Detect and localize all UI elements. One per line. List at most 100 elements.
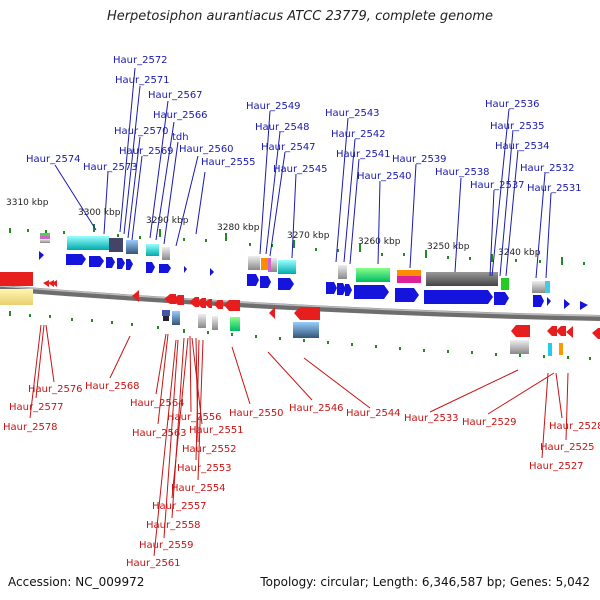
gene-arrow: [189, 297, 199, 307]
gene-arrow: [224, 300, 240, 311]
gene-arrow: [345, 284, 352, 296]
gene-arrow: [184, 266, 187, 273]
gene-label: Haur_2542: [331, 129, 386, 140]
genome-backbone-highlight: [0, 285, 600, 317]
gene-arrow: [117, 258, 125, 269]
kbp-tick-label: 3310 kbp: [6, 198, 49, 208]
top-leader-lines: [54, 67, 552, 279]
gene-label: Haur_2578: [3, 422, 58, 433]
bottom-leader-lines: [29, 324, 569, 557]
gene-arrow: [556, 326, 566, 336]
gene-arrow: [89, 256, 104, 267]
gene-label: Haur_2541: [336, 149, 391, 160]
gene-label: Haur_2561: [126, 558, 181, 569]
gene-arrow: [566, 326, 573, 338]
gene-arrow: [43, 280, 49, 287]
kbp-tick-label: 3260 kbp: [358, 237, 401, 247]
upper-tick-ring: [9, 224, 585, 265]
gene-label: Haur_2559: [139, 540, 194, 551]
gene-label: Haur_2557: [152, 501, 207, 512]
gene-label: tdh: [172, 132, 189, 143]
gene-label: Haur_2539: [392, 154, 447, 165]
gene-arrow: [494, 292, 509, 305]
gene-label: Haur_2571: [115, 75, 170, 86]
gene-label: Haur_2550: [229, 408, 284, 419]
gene-arrow: [269, 307, 275, 319]
gene-label: Haur_2564: [130, 398, 185, 409]
gene-arrow: [48, 280, 54, 287]
forward-strand-genes: [39, 251, 588, 310]
gene-label: Haur_2531: [527, 183, 582, 194]
gene-arrow: [395, 288, 419, 302]
gene-label: Haur_2549: [246, 101, 301, 112]
gene-arrow: [159, 264, 171, 273]
gene-label: Haur_2567: [148, 90, 203, 101]
gene-arrow: [547, 297, 551, 306]
gene-arrow: [172, 295, 184, 305]
gene-label: Haur_2570: [114, 126, 169, 137]
gene-arrow: [278, 278, 294, 290]
gene-label: Haur_2556: [167, 412, 222, 423]
gene-arrow: [326, 282, 337, 294]
gene-label: Haur_2576: [28, 384, 83, 395]
gene-arrow: [146, 262, 155, 273]
gene-arrow: [564, 299, 570, 309]
gene-label: Haur_2560: [179, 144, 234, 155]
gene-arrow: [0, 272, 33, 286]
gene-arrow: [106, 257, 115, 268]
gene-label: Haur_2546: [289, 403, 344, 414]
gene-label: Haur_2554: [171, 483, 226, 494]
gene-label: Haur_2568: [85, 381, 140, 392]
gene-label: Haur_2574: [26, 154, 81, 165]
gene-arrow: [511, 325, 530, 337]
gene-arrow: [424, 290, 493, 304]
gene-label: Haur_2544: [346, 408, 401, 419]
gene-arrow: [337, 283, 346, 295]
kbp-tick-label: 3300 kbp: [78, 208, 121, 218]
gene-arrow: [204, 299, 212, 308]
accession-label: Accession: NC_009972: [8, 575, 145, 589]
gene-label: Haur_2566: [153, 110, 208, 121]
gene-label: Haur_2569: [119, 146, 174, 157]
genome-title: Herpetosiphon aurantiacus ATCC 23779, co…: [106, 9, 494, 24]
gene-label: Haur_2552: [182, 444, 237, 455]
gene-label: Haur_2548: [255, 122, 310, 133]
gene-arrow: [294, 307, 320, 320]
gene-label: Haur_2538: [435, 167, 490, 178]
gene-label: Haur_2577: [9, 402, 64, 413]
gene-arrow: [214, 300, 223, 309]
kbp-tick-label: 3240 kbp: [498, 248, 541, 258]
gene-arrow: [132, 290, 139, 302]
gene-arrow: [164, 294, 176, 304]
kbp-tick-label: 3280 kbp: [217, 223, 260, 233]
gene-arrow: [210, 268, 214, 276]
gene-arrow: [547, 326, 557, 336]
gene-label: Haur_2525: [540, 442, 595, 453]
gene-label: Haur_2558: [146, 520, 201, 531]
gene-label: Haur_2528: [549, 421, 600, 432]
gene-arrow: [580, 301, 588, 310]
gene-arrow: [39, 251, 44, 260]
gene-label: Haur_2573: [83, 162, 138, 173]
gene-arrow: [196, 298, 206, 308]
gene-label: Haur_2532: [520, 163, 575, 174]
gene-arrow: [126, 259, 133, 270]
gene-arrow: [247, 274, 259, 286]
gene-arrow: [260, 276, 271, 288]
kbp-tick-label: 3250 kbp: [427, 242, 470, 252]
gene-arrow: [66, 254, 86, 265]
gene-arrow: [354, 285, 389, 299]
gene-label: Haur_2533: [404, 413, 459, 424]
gene-arrow: [592, 328, 600, 339]
topology-label: Topology: circular; Length: 6,346,587 bp…: [260, 575, 590, 589]
gene-label: Haur_2547: [261, 142, 316, 153]
lower-feature-blocks: [0, 289, 563, 356]
upper-feature-blocks: [40, 233, 550, 293]
gene-label: Haur_2536: [485, 99, 540, 110]
gene-label: Haur_2534: [495, 141, 550, 152]
gene-label: Haur_2527: [529, 461, 584, 472]
gene-label: Haur_2543: [325, 108, 380, 119]
kbp-tick-label: 3270 kbp: [287, 231, 330, 241]
gene-label: Haur_2553: [177, 463, 232, 474]
